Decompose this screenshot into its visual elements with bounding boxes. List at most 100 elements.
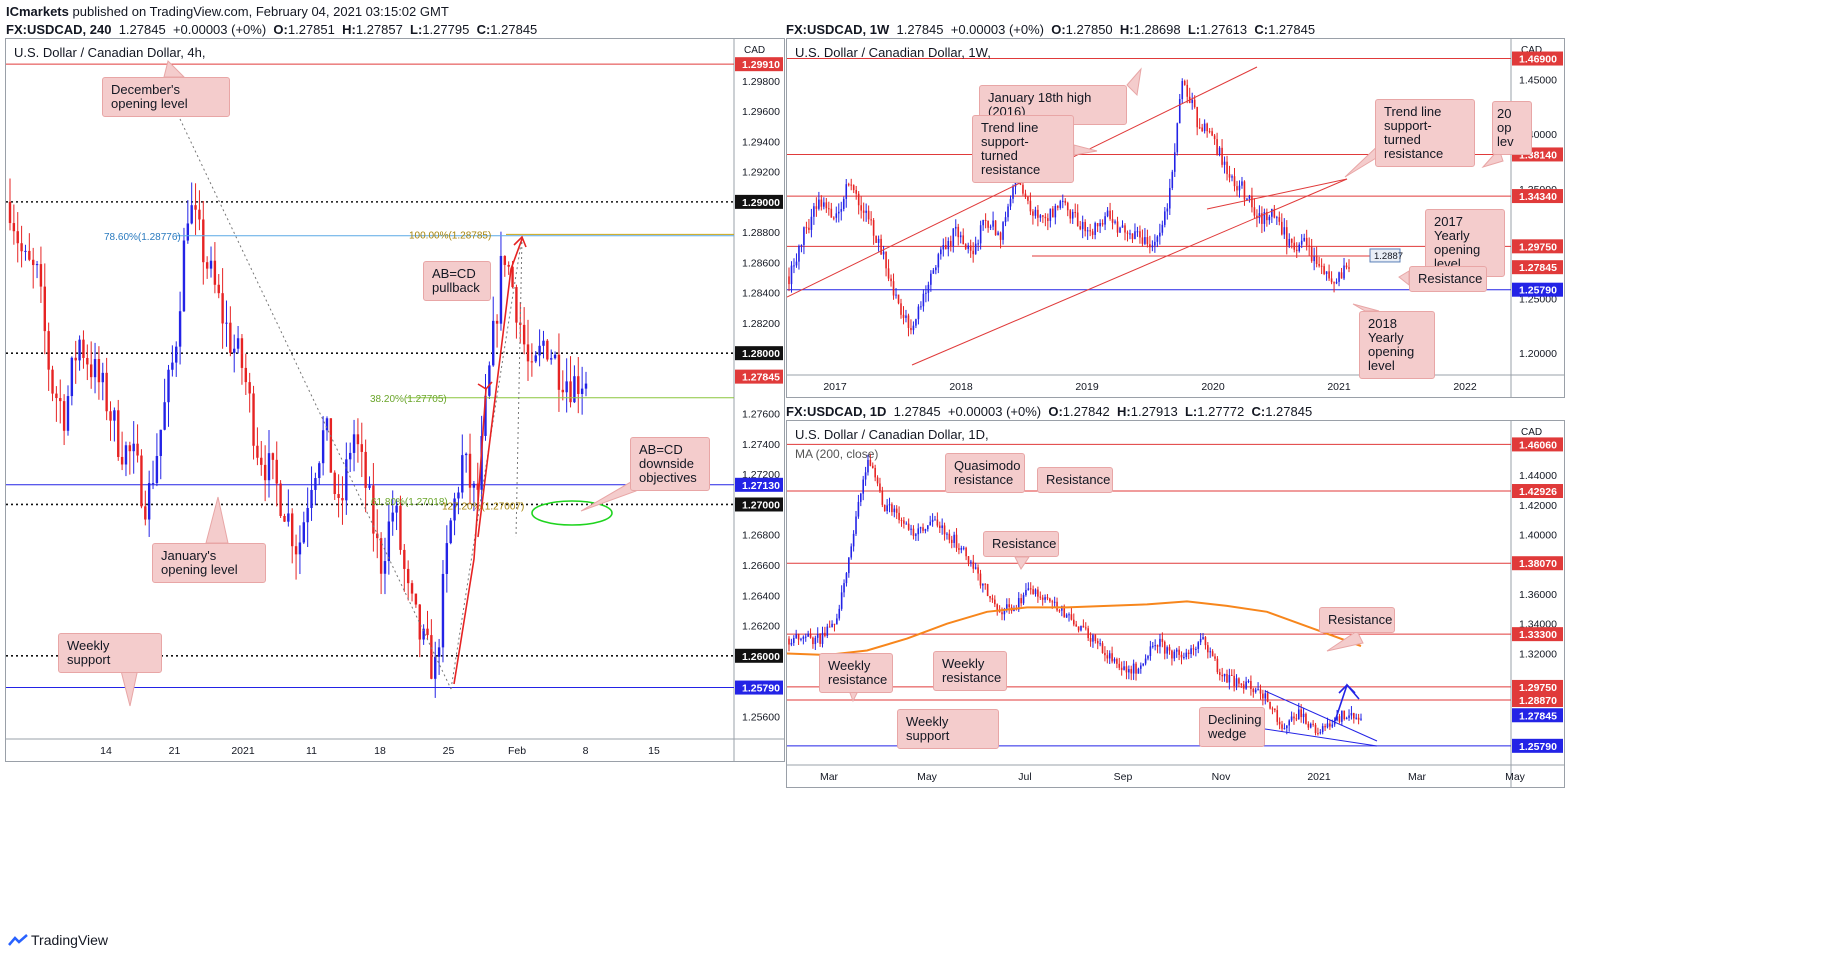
candle-body: [1328, 271, 1330, 279]
candle-body: [922, 293, 925, 307]
chart-4h[interactable]: CAD 1.29800 1.29600 1.29400 1.29200 1.28800 1.…: [5, 38, 785, 762]
candle-body: [1007, 206, 1009, 218]
candle-body: [840, 592, 843, 609]
candle-body: [938, 525, 941, 529]
candle-body: [395, 505, 398, 513]
candle-body: [907, 315, 910, 328]
callout-pointer: [205, 496, 229, 544]
candle-body: [1276, 710, 1279, 722]
candle-body: [530, 361, 534, 363]
candle-body: [1154, 645, 1156, 647]
candle-body: [809, 633, 812, 638]
chart-1d[interactable]: CAD 1.44000 1.42000 1.40000 1.36000 1.34000 1.…: [786, 420, 1565, 788]
y-tick-label: 1.29600: [742, 106, 780, 118]
price-label-bg: [1512, 693, 1563, 708]
price-label-bg: [735, 477, 783, 492]
candle-body: [1063, 605, 1066, 618]
candle-body: [225, 322, 228, 324]
candle-body: [1146, 237, 1149, 245]
candle-body: [383, 561, 387, 574]
candle-body: [859, 493, 862, 502]
candle-body: [1283, 728, 1286, 730]
candle-body: [1293, 242, 1296, 250]
chart-4h-canvas[interactable]: CAD 1.29800 1.29600 1.29400 1.29200 1.28800 1.…: [6, 39, 784, 761]
y-tick-label: 1.32000: [1519, 648, 1557, 660]
x-tick-label: 2019: [1075, 381, 1099, 393]
candle-body: [151, 483, 155, 485]
candle-body: [1204, 637, 1207, 646]
candle-body: [875, 235, 877, 243]
price-label-bg: [735, 346, 783, 361]
candle-body: [1288, 238, 1291, 246]
candle-body: [522, 324, 526, 345]
candle-body: [955, 534, 958, 549]
candle-body: [74, 357, 77, 361]
candle-body: [1079, 226, 1081, 230]
candle-body: [1118, 663, 1121, 668]
candle-body: [1071, 212, 1074, 219]
candle-body: [1113, 659, 1116, 662]
candle-body: [66, 396, 70, 431]
candle-body: [1042, 215, 1044, 217]
candle-body: [925, 292, 927, 294]
candle-body: [1203, 123, 1206, 132]
candle-body: [838, 608, 841, 619]
candle-body: [800, 244, 803, 246]
chart-1d-canvas[interactable]: CAD1.440001.420001.400001.360001.340001.…: [787, 421, 1564, 787]
price-label-bg: [1512, 189, 1563, 204]
candle-body: [1119, 227, 1121, 233]
candle-body: [945, 245, 947, 250]
candle-body: [887, 268, 890, 279]
candle-body: [1226, 161, 1228, 175]
candle-body: [1017, 598, 1020, 610]
y-tick-label: 1.27600: [742, 409, 780, 421]
cut-line-3: lev: [1497, 134, 1514, 149]
candle-body: [271, 453, 275, 460]
x-tick-label: 2022: [1453, 381, 1477, 393]
candle-body: [1247, 681, 1250, 683]
candle-body: [109, 411, 112, 421]
candle-body: [1178, 99, 1181, 124]
candle-body: [998, 610, 1001, 613]
candle-body: [209, 260, 213, 269]
candle-body: [1209, 651, 1212, 653]
candle-body: [898, 512, 900, 521]
tradingview-icon: [8, 933, 28, 946]
candle-body: [1104, 216, 1106, 225]
candle-body: [352, 434, 356, 453]
candle-body: [1218, 147, 1221, 155]
x-tick-label: 18: [374, 745, 386, 757]
candle-body: [329, 418, 333, 473]
candle-body: [399, 505, 402, 550]
candle-body: [845, 573, 848, 584]
candle-body: [1009, 198, 1012, 207]
price-label: 1.27845: [1519, 710, 1557, 722]
candle-body: [437, 647, 441, 657]
candle-body: [1360, 718, 1362, 720]
annotation-trendline-right: Trend line support-turned resistance: [1375, 99, 1475, 167]
annotation-2018-yearly: 2018 Yearly opening level: [1359, 311, 1435, 379]
candle-body: [795, 261, 798, 266]
price-label-bg: [1512, 708, 1563, 723]
candle-body: [410, 583, 414, 594]
candle-body: [1056, 601, 1058, 611]
chart-1w[interactable]: CAD1.450001.400001.350001.250001.2000020…: [786, 38, 1565, 398]
candle-body: [1069, 210, 1072, 219]
fib-label: 100.00%(1.28785): [409, 230, 491, 241]
candle-body: [484, 395, 487, 436]
arrow-head: [1338, 683, 1356, 694]
callout-pointer: [1398, 270, 1410, 287]
candle-body: [922, 527, 924, 531]
candle-body: [999, 232, 1002, 240]
candle-body: [991, 598, 994, 600]
candle-body: [979, 573, 982, 586]
candle-body: [128, 445, 132, 452]
price-label: 1.29750: [1519, 241, 1557, 253]
y-tick-label: 1.26600: [742, 560, 780, 572]
candle-body: [795, 634, 797, 638]
tradingview-logo[interactable]: TradingView: [8, 932, 108, 948]
candle-body: [348, 452, 352, 460]
candle-body: [888, 504, 891, 506]
candle-body: [82, 339, 85, 358]
candle-body: [1186, 84, 1189, 97]
